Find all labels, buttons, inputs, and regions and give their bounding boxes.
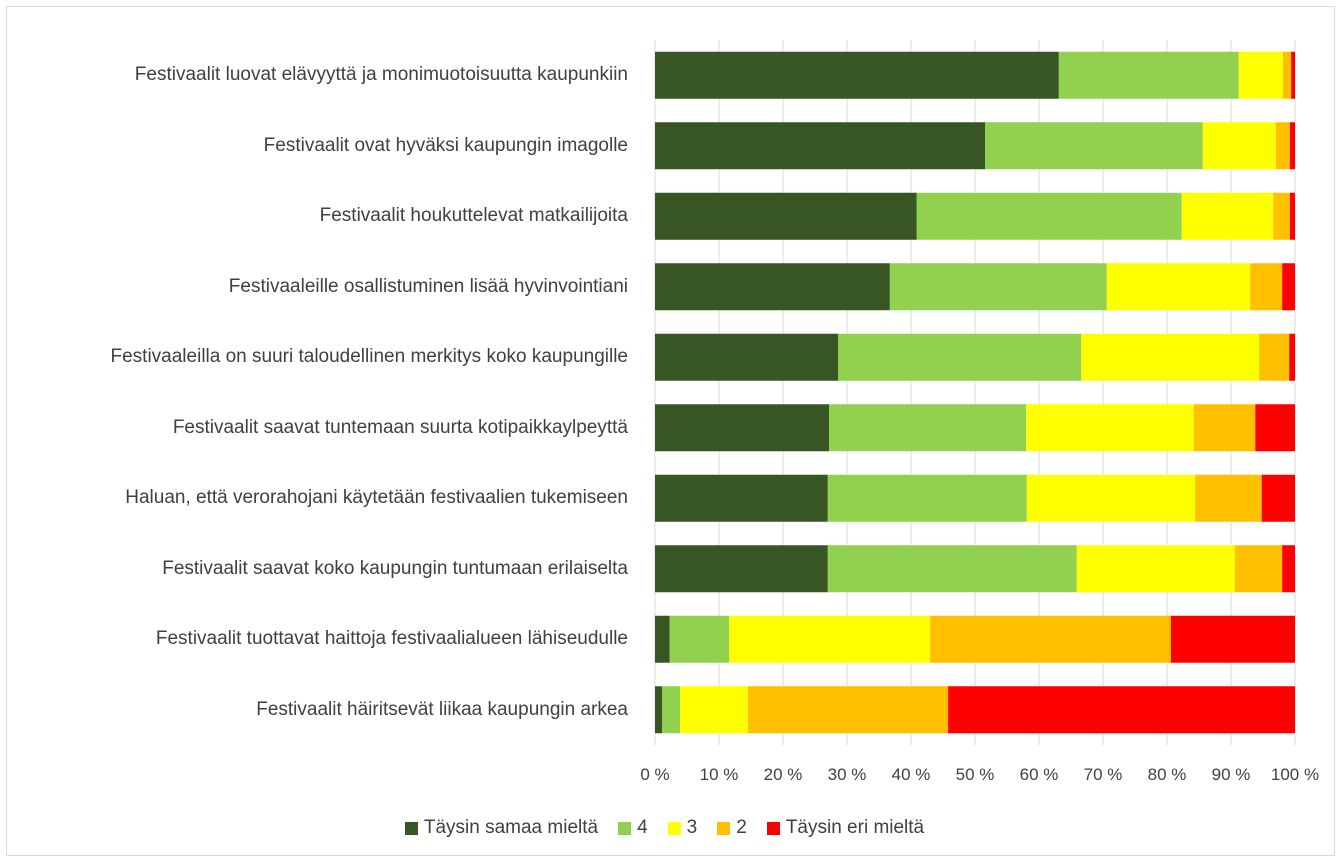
bar-segment — [655, 474, 828, 522]
bar-segment — [838, 333, 1082, 381]
bar-segment — [655, 545, 828, 593]
bar-segment — [829, 404, 1027, 452]
category-label: Festivaalit luovat elävyyttä ja monimuot… — [134, 64, 628, 86]
x-tick-label: 50 % — [955, 765, 995, 784]
bar-segment — [1273, 192, 1290, 240]
x-tick-label: 10 % — [699, 765, 739, 784]
bar-segment — [1193, 404, 1256, 452]
category-label: Festivaalit ovat hyväksi kaupungin imago… — [263, 134, 628, 156]
bar-segment — [655, 51, 1059, 99]
bar-segment — [1261, 474, 1295, 522]
bar-segment — [679, 686, 748, 734]
x-tick-label: 30 % — [827, 765, 867, 784]
bar-segment — [662, 686, 680, 734]
bar-segment — [1106, 263, 1251, 311]
bar-segment — [1275, 122, 1290, 170]
x-tick-label: 70 % — [1083, 765, 1123, 784]
bar-segment — [930, 615, 1171, 663]
bar-segment — [1255, 404, 1295, 452]
bar-segment — [1170, 615, 1295, 663]
x-tick-label: 0 % — [640, 765, 670, 784]
legend-swatch — [766, 821, 780, 835]
bar-segment — [655, 404, 830, 452]
bar-segment — [1291, 51, 1295, 99]
legend-swatch — [618, 821, 632, 835]
category-label: Festivaalit saavat koko kaupungin tuntum… — [162, 557, 628, 579]
bar-segment — [916, 192, 1182, 240]
legend-item: 3 — [667, 817, 698, 839]
bar-segment — [889, 263, 1107, 311]
bar-segment — [1289, 122, 1295, 170]
bar-segment — [1026, 404, 1194, 452]
bar-segment — [747, 686, 949, 734]
bar-segment — [669, 615, 730, 663]
legend: Täysin samaa mieltä 4 3 2 Täysin eri mieltä — [0, 817, 1343, 839]
bar-segment — [1250, 263, 1283, 311]
bar-segment — [1282, 263, 1295, 311]
bar-segment — [1058, 51, 1239, 99]
bar-segment — [1181, 192, 1274, 240]
legend-swatch — [667, 821, 681, 835]
bar-segment — [1289, 192, 1295, 240]
bar-segment — [1076, 545, 1235, 593]
x-tick-label: 90 % — [1211, 765, 1251, 784]
bar-segment — [655, 333, 839, 381]
category-label: Festivaaleilla on suuri taloudellinen me… — [110, 346, 629, 368]
bar-segment — [1238, 51, 1283, 99]
bar-segment — [655, 615, 670, 663]
legend-item: Täysin samaa mieltä — [404, 817, 599, 839]
legend-label: 4 — [637, 817, 648, 838]
x-tick-label: 20 % — [763, 765, 803, 784]
category-label: Festivaalit häiritsevät liikaa kaupungin… — [256, 698, 628, 720]
bar-segment — [827, 474, 1027, 522]
legend-swatch — [717, 821, 731, 835]
bar-segment — [655, 192, 917, 240]
legend-label: 3 — [686, 817, 698, 838]
bar-segment — [1282, 545, 1295, 593]
bar-segment — [1081, 333, 1260, 381]
bar-segment — [655, 122, 986, 170]
bar-segment — [985, 122, 1203, 170]
legend-swatch — [404, 821, 418, 835]
category-label: Festivaalit houkuttelevat matkailijoita — [319, 205, 628, 227]
x-tick-label: 60 % — [1019, 765, 1059, 784]
legend-item: Täysin eri mieltä — [766, 817, 925, 839]
chart-border — [6, 6, 1335, 856]
bar-segment — [1026, 474, 1196, 522]
bar-segment — [1282, 51, 1292, 99]
legend-item: 2 — [717, 817, 747, 839]
legend-label: Täysin eri mieltä — [785, 817, 925, 838]
bar-segment — [1259, 333, 1290, 381]
bar-segment — [827, 545, 1077, 593]
legend-label: Täysin samaa mieltä — [423, 817, 599, 838]
x-tick-label: 100 % — [1270, 765, 1320, 784]
bar-segment — [655, 263, 890, 311]
bar-segment — [1289, 333, 1295, 381]
bar-segment — [655, 686, 663, 734]
category-label: Festivaalit tuottavat haittoja festivaal… — [155, 628, 628, 650]
x-tick-label: 40 % — [891, 765, 931, 784]
bar-segment — [729, 615, 931, 663]
legend-item: 4 — [618, 817, 648, 839]
bar-segment — [1202, 122, 1276, 170]
bar-segment — [948, 686, 1295, 734]
bar-segment — [1234, 545, 1283, 593]
category-label: Haluan, että verorahojani käytetään fest… — [125, 487, 628, 509]
legend-label: 2 — [736, 817, 747, 838]
x-tick-label: 80 % — [1147, 765, 1187, 784]
bar-segment — [1195, 474, 1262, 522]
category-label: Festivaalit saavat tuntemaan suurta koti… — [172, 416, 628, 438]
category-label: Festivaaleille osallistuminen lisää hyvi… — [228, 275, 628, 297]
